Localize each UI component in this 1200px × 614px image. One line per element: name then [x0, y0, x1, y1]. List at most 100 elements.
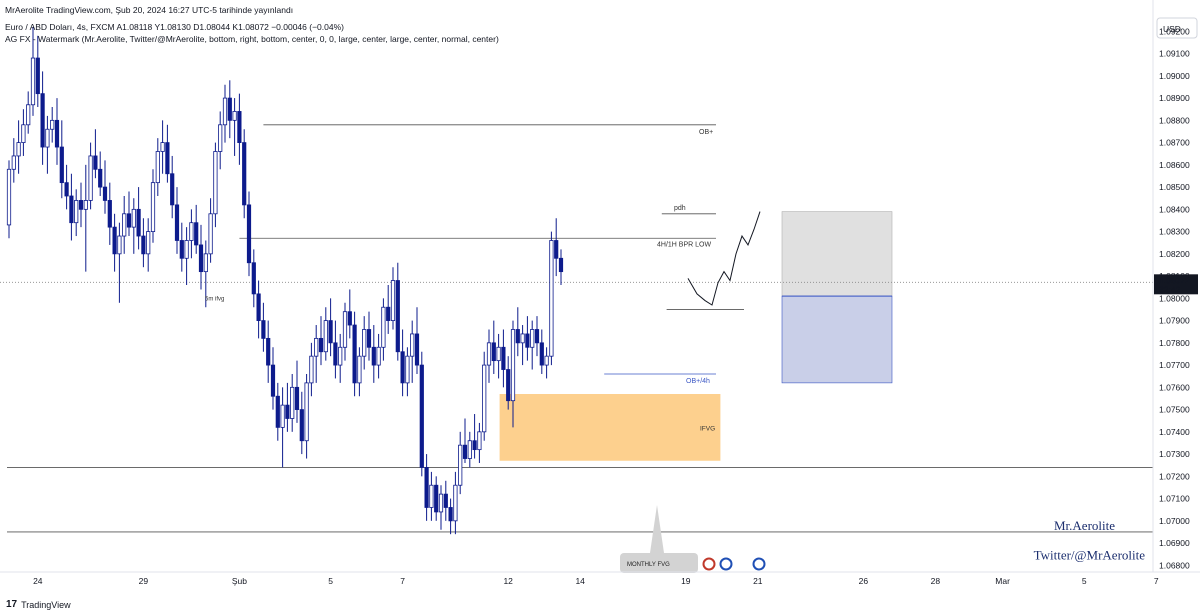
candle[interactable]	[318, 316, 324, 366]
candle[interactable]	[246, 191, 252, 277]
candle[interactable]	[112, 213, 117, 272]
candle[interactable]	[74, 189, 79, 237]
indicator-info[interactable]: AG FX - Watermark (Mr.Aerolite, Twitter/…	[5, 34, 499, 44]
candle[interactable]	[554, 218, 559, 277]
candle[interactable]	[515, 307, 520, 357]
candle[interactable]	[558, 249, 564, 285]
candle[interactable]	[16, 120, 21, 174]
candle[interactable]	[160, 120, 165, 174]
price-axis[interactable]: USD 1.06800 1.06900 1.07000 1.07100 1.07200 1.…	[1152, 0, 1200, 614]
plot-area[interactable]: OB+ pdh 4H/1H BPR LOW OB+/4h IFVG 5m ifvg MONT…	[0, 18, 1153, 573]
candle[interactable]	[544, 347, 549, 379]
candle[interactable]	[30, 26, 36, 116]
candle[interactable]	[477, 422, 482, 463]
candle[interactable]	[539, 329, 544, 374]
candle[interactable]	[424, 454, 429, 521]
candle[interactable]	[419, 351, 424, 477]
candle[interactable]	[213, 142, 218, 228]
candle[interactable]	[69, 173, 74, 241]
candle[interactable]	[266, 320, 271, 383]
candle[interactable]	[165, 124, 170, 183]
candle[interactable]	[237, 93, 242, 165]
candle[interactable]	[448, 498, 453, 535]
candle[interactable]	[534, 316, 540, 357]
candle[interactable]	[107, 182, 112, 245]
symbol-info[interactable]: Euro / ABD Doları, 4s, FXCM A1.08118 Y1.…	[5, 22, 344, 32]
candle[interactable]	[275, 382, 280, 441]
candle[interactable]	[501, 329, 506, 388]
candle[interactable]	[400, 329, 405, 397]
candle[interactable]	[117, 222, 122, 303]
candle[interactable]	[510, 320, 516, 428]
target-zone[interactable]	[781, 211, 893, 297]
candle[interactable]	[270, 347, 276, 410]
candle[interactable]	[414, 307, 420, 374]
candle[interactable]	[290, 373, 295, 432]
candle[interactable]	[222, 84, 228, 143]
candle[interactable]	[227, 80, 232, 139]
candle[interactable]	[285, 382, 290, 432]
candle[interactable]	[198, 224, 204, 290]
candle[interactable]	[126, 191, 132, 237]
time-axis[interactable]: 2429Şub57121419212628Mar5711	[0, 571, 1200, 586]
candle[interactable]	[462, 418, 468, 463]
ifvg-zone[interactable]	[499, 394, 721, 461]
candle[interactable]	[458, 431, 463, 495]
candle[interactable]	[491, 320, 496, 374]
candle[interactable]	[232, 98, 237, 156]
candle[interactable]	[261, 302, 266, 352]
candle[interactable]	[131, 198, 136, 254]
projected-path[interactable]	[687, 211, 761, 306]
stop-zone[interactable]	[781, 295, 893, 384]
candle[interactable]	[155, 138, 160, 196]
candle[interactable]	[98, 151, 103, 196]
candle[interactable]	[520, 325, 525, 366]
candle[interactable]	[338, 333, 343, 383]
candle[interactable]	[83, 164, 88, 272]
candle[interactable]	[189, 209, 194, 259]
candle[interactable]	[390, 267, 396, 330]
candle[interactable]	[40, 71, 45, 165]
candle[interactable]	[366, 311, 372, 361]
candle[interactable]	[347, 289, 352, 339]
tradingview-logo[interactable]: 17 TradingView	[6, 599, 71, 610]
candle[interactable]	[381, 298, 386, 361]
candle[interactable]	[333, 320, 338, 379]
us-flag-icon[interactable]	[702, 557, 716, 571]
candle[interactable]	[11, 138, 16, 183]
candle[interactable]	[362, 316, 367, 370]
candle[interactable]	[203, 240, 208, 308]
currency-box[interactable]	[1156, 17, 1198, 39]
candle[interactable]	[328, 298, 333, 357]
candle[interactable]	[342, 302, 348, 361]
candle[interactable]	[122, 195, 127, 254]
candle[interactable]	[141, 218, 146, 268]
candle[interactable]	[170, 155, 175, 219]
candle[interactable]	[438, 485, 444, 530]
candle[interactable]	[102, 160, 108, 214]
candle[interactable]	[506, 356, 511, 410]
candle[interactable]	[472, 414, 477, 459]
candle[interactable]	[194, 204, 199, 254]
candle[interactable]	[486, 329, 492, 383]
candle[interactable]	[294, 360, 300, 423]
candle[interactable]	[59, 120, 64, 199]
candle[interactable]	[208, 198, 213, 263]
candle[interactable]	[323, 307, 328, 361]
candle[interactable]	[174, 187, 180, 254]
candle[interactable]	[251, 249, 256, 308]
candle[interactable]	[549, 231, 554, 366]
candle[interactable]	[371, 325, 376, 383]
current-price-tag[interactable]	[1154, 274, 1198, 295]
candle[interactable]	[304, 373, 309, 459]
candle[interactable]	[136, 187, 141, 250]
candle[interactable]	[54, 98, 60, 165]
candle[interactable]	[184, 227, 189, 285]
candle[interactable]	[218, 111, 223, 170]
candle[interactable]	[482, 351, 487, 441]
candle[interactable]	[50, 106, 55, 143]
candle[interactable]	[150, 169, 156, 243]
candle[interactable]	[26, 91, 31, 134]
candle[interactable]	[410, 320, 415, 383]
